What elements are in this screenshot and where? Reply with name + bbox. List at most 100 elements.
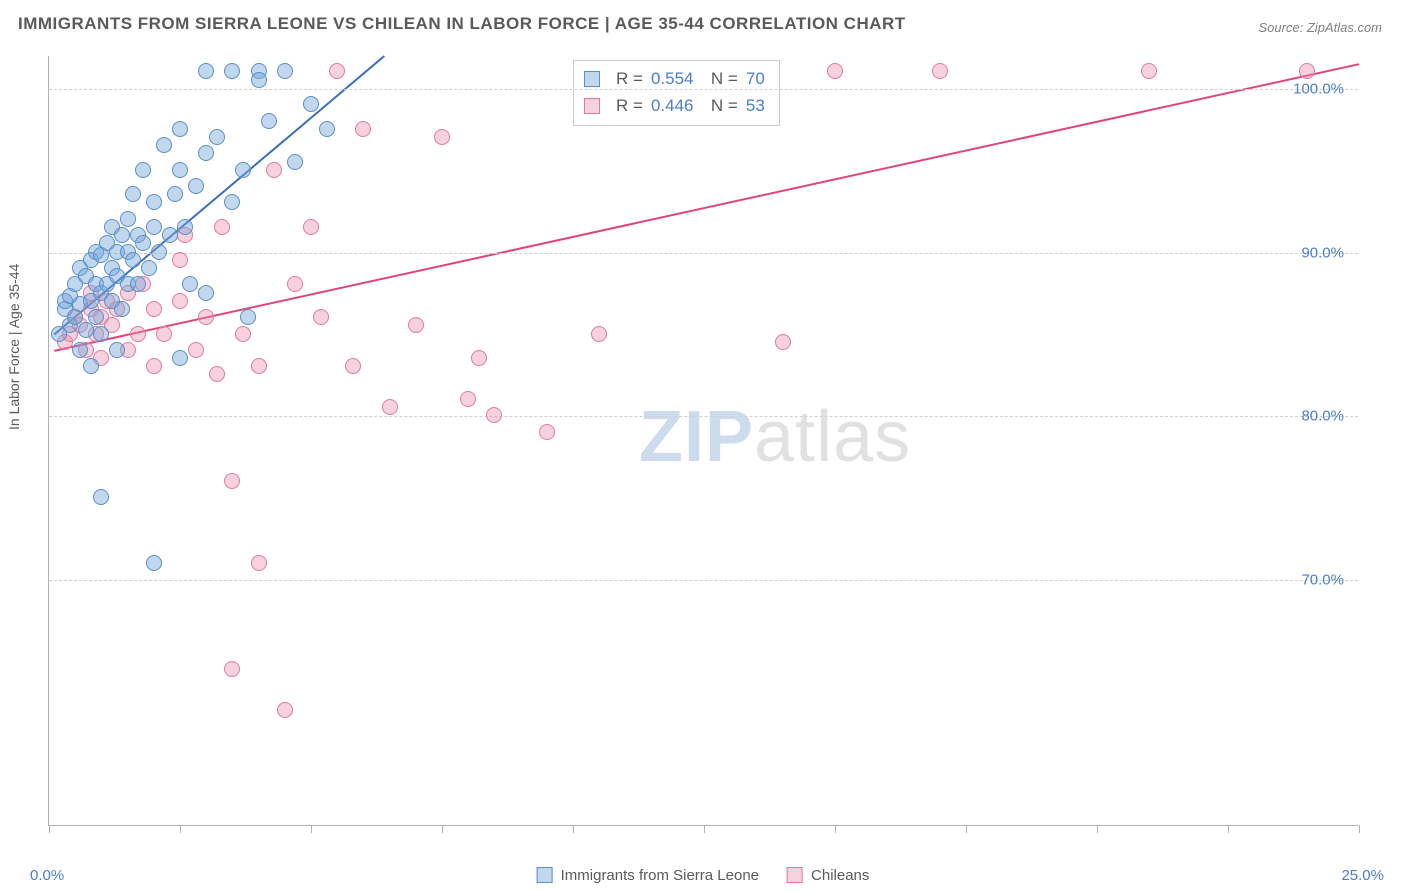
legend-r-label: R = bbox=[616, 92, 643, 119]
data-point-chileans bbox=[251, 555, 267, 571]
data-point-sierra-leone bbox=[162, 227, 178, 243]
data-point-chileans bbox=[214, 219, 230, 235]
data-point-sierra-leone bbox=[240, 309, 256, 325]
data-point-sierra-leone bbox=[209, 129, 225, 145]
source-attribution: Source: ZipAtlas.com bbox=[1258, 20, 1382, 35]
correlation-legend: R = 0.554 N = 70 R = 0.446 N = 53 bbox=[573, 60, 780, 126]
data-point-sierra-leone bbox=[319, 121, 335, 137]
data-point-sierra-leone bbox=[177, 219, 193, 235]
data-point-chileans bbox=[539, 424, 555, 440]
data-point-chileans bbox=[827, 63, 843, 79]
data-point-sierra-leone bbox=[93, 326, 109, 342]
legend-r-value-chileans: 0.446 bbox=[651, 92, 694, 119]
data-point-sierra-leone bbox=[151, 244, 167, 260]
data-point-chileans bbox=[434, 129, 450, 145]
data-point-sierra-leone bbox=[125, 186, 141, 202]
data-point-sierra-leone bbox=[224, 63, 240, 79]
data-point-sierra-leone bbox=[188, 178, 204, 194]
data-point-chileans bbox=[591, 326, 607, 342]
x-tick-mark bbox=[1359, 825, 1360, 833]
x-tick-mark bbox=[704, 825, 705, 833]
legend-n-value-chileans: 53 bbox=[746, 92, 765, 119]
series-legend-item-sierra-leone: Immigrants from Sierra Leone bbox=[537, 867, 759, 884]
data-point-chileans bbox=[471, 350, 487, 366]
series-legend: Immigrants from Sierra Leone Chileans bbox=[537, 867, 870, 884]
data-point-sierra-leone bbox=[198, 145, 214, 161]
gridline-h bbox=[49, 253, 1358, 254]
x-tick-mark bbox=[966, 825, 967, 833]
data-point-sierra-leone bbox=[251, 72, 267, 88]
data-point-chileans bbox=[345, 358, 361, 374]
data-point-sierra-leone bbox=[261, 113, 277, 129]
y-tick-label: 100.0% bbox=[1293, 80, 1344, 97]
data-point-sierra-leone bbox=[135, 162, 151, 178]
data-point-chileans bbox=[209, 366, 225, 382]
data-point-sierra-leone bbox=[146, 219, 162, 235]
data-point-sierra-leone bbox=[235, 162, 251, 178]
data-point-chileans bbox=[172, 252, 188, 268]
data-point-chileans bbox=[156, 326, 172, 342]
data-point-sierra-leone bbox=[287, 154, 303, 170]
data-point-sierra-leone bbox=[146, 555, 162, 571]
gridline-h bbox=[49, 580, 1358, 581]
data-point-chileans bbox=[329, 63, 345, 79]
data-point-chileans bbox=[146, 301, 162, 317]
data-point-sierra-leone bbox=[130, 276, 146, 292]
data-point-sierra-leone bbox=[198, 285, 214, 301]
data-point-chileans bbox=[224, 661, 240, 677]
data-point-chileans bbox=[303, 219, 319, 235]
data-point-chileans bbox=[313, 309, 329, 325]
data-point-chileans bbox=[172, 293, 188, 309]
x-axis-min-label: 0.0% bbox=[30, 867, 64, 884]
y-tick-label: 70.0% bbox=[1301, 572, 1344, 589]
data-point-sierra-leone bbox=[146, 194, 162, 210]
data-point-chileans bbox=[287, 276, 303, 292]
legend-n-label: N = bbox=[701, 92, 737, 119]
data-point-sierra-leone bbox=[198, 63, 214, 79]
data-point-sierra-leone bbox=[172, 162, 188, 178]
data-point-sierra-leone bbox=[120, 211, 136, 227]
data-point-sierra-leone bbox=[277, 63, 293, 79]
data-point-sierra-leone bbox=[141, 260, 157, 276]
data-point-chileans bbox=[486, 407, 502, 423]
legend-swatch-chileans bbox=[584, 98, 600, 114]
data-point-chileans bbox=[775, 334, 791, 350]
data-point-sierra-leone bbox=[156, 137, 172, 153]
x-axis-max-label: 25.0% bbox=[1341, 867, 1384, 884]
y-tick-label: 90.0% bbox=[1301, 244, 1344, 261]
data-point-chileans bbox=[277, 702, 293, 718]
legend-swatch-sierra-leone bbox=[584, 71, 600, 87]
x-tick-mark bbox=[442, 825, 443, 833]
y-axis-label: In Labor Force | Age 35-44 bbox=[6, 264, 22, 430]
data-point-sierra-leone bbox=[135, 235, 151, 251]
data-point-sierra-leone bbox=[303, 96, 319, 112]
series-label-chileans: Chileans bbox=[811, 867, 869, 884]
data-point-sierra-leone bbox=[172, 350, 188, 366]
data-point-chileans bbox=[460, 391, 476, 407]
data-point-sierra-leone bbox=[182, 276, 198, 292]
data-point-sierra-leone bbox=[114, 227, 130, 243]
gridline-h bbox=[49, 89, 1358, 90]
data-point-sierra-leone bbox=[88, 309, 104, 325]
legend-row-chileans: R = 0.446 N = 53 bbox=[584, 92, 765, 119]
x-tick-mark bbox=[180, 825, 181, 833]
data-point-sierra-leone bbox=[109, 342, 125, 358]
x-tick-mark bbox=[1097, 825, 1098, 833]
gridline-h bbox=[49, 416, 1358, 417]
series-swatch-sierra-leone bbox=[537, 867, 553, 883]
x-tick-mark bbox=[573, 825, 574, 833]
data-point-chileans bbox=[382, 399, 398, 415]
data-point-sierra-leone bbox=[78, 322, 94, 338]
x-tick-mark bbox=[1228, 825, 1229, 833]
x-tick-mark bbox=[311, 825, 312, 833]
data-point-chileans bbox=[198, 309, 214, 325]
x-tick-mark bbox=[835, 825, 836, 833]
data-point-sierra-leone bbox=[172, 121, 188, 137]
y-tick-label: 80.0% bbox=[1301, 408, 1344, 425]
data-point-sierra-leone bbox=[83, 358, 99, 374]
data-point-chileans bbox=[130, 326, 146, 342]
data-point-sierra-leone bbox=[72, 342, 88, 358]
chart-title: IMMIGRANTS FROM SIERRA LEONE VS CHILEAN … bbox=[18, 14, 906, 34]
series-swatch-chileans bbox=[787, 867, 803, 883]
series-legend-item-chileans: Chileans bbox=[787, 867, 869, 884]
